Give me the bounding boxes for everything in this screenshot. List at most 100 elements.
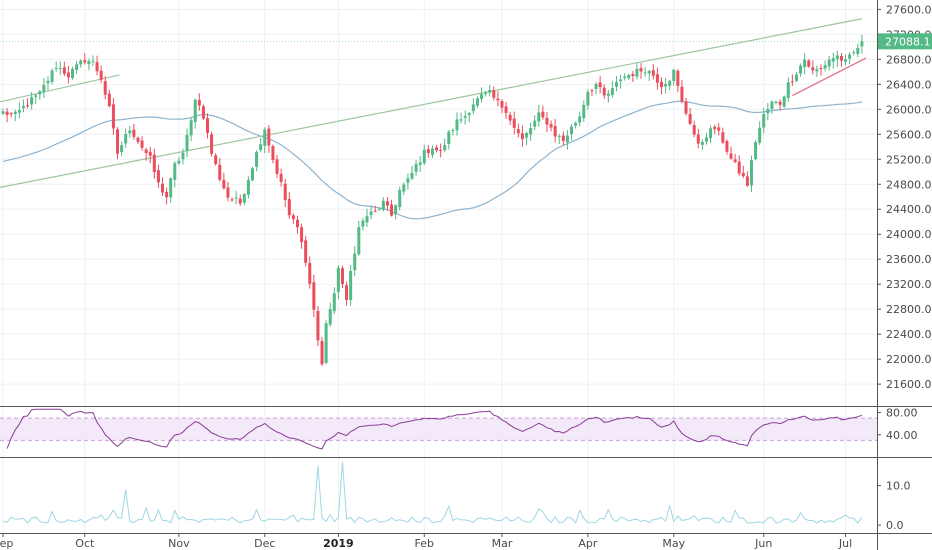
candle-body (786, 82, 790, 98)
candle-body (246, 179, 250, 195)
time-tick-label: Feb (415, 537, 434, 550)
candle-body (643, 72, 647, 74)
candle-body (402, 184, 406, 192)
candle-body (320, 341, 324, 365)
candle-body (799, 65, 803, 74)
candle-body (26, 105, 30, 107)
candle-body (316, 310, 320, 341)
candle-body (578, 116, 582, 123)
candle-body (619, 79, 623, 82)
candle-body (475, 98, 479, 106)
candle-body (852, 52, 856, 54)
candle-body (512, 118, 516, 128)
candle-body (394, 205, 398, 215)
candle-body (447, 131, 451, 144)
candle-body (709, 128, 713, 139)
candle-body (451, 130, 455, 132)
candle-body (95, 62, 99, 72)
candle-body (422, 149, 426, 164)
candle-body (50, 70, 54, 82)
candle-body (54, 67, 58, 69)
candle-body (782, 96, 786, 107)
candle-body (696, 134, 700, 144)
rsi-band (0, 418, 877, 441)
candle-body (13, 111, 17, 114)
candle-body (676, 70, 680, 86)
candle-body (156, 170, 160, 183)
candle-body (283, 183, 287, 201)
candle-body (668, 80, 672, 86)
candle-body (124, 133, 128, 144)
candle-body (774, 101, 778, 104)
candle-body (255, 151, 259, 167)
candle-body (749, 160, 753, 186)
candle-body (365, 216, 369, 223)
candle-body (471, 104, 475, 112)
price-tick-label: 25600.0 (886, 128, 932, 141)
candle-body (529, 128, 533, 135)
candle-body (148, 151, 152, 156)
candle-body (439, 150, 443, 152)
candle-body (17, 110, 21, 113)
candle-body (635, 68, 639, 77)
candle-body (87, 61, 91, 64)
time-tick-label: May (662, 537, 685, 550)
candle-body (610, 88, 614, 95)
candle-body (459, 119, 463, 121)
candle-body (631, 74, 635, 77)
candle-body (120, 145, 124, 153)
candle-body (304, 240, 308, 263)
rsi-line (6, 408, 863, 450)
candle-body (328, 309, 332, 325)
candle-body (848, 54, 852, 59)
volume-pane (2, 461, 863, 524)
candle-body (721, 132, 725, 143)
candle-body (111, 104, 115, 129)
candle-body (259, 144, 263, 151)
candle-body (291, 215, 295, 220)
candle-body (361, 220, 365, 227)
candle-body (128, 130, 132, 134)
candle-body (353, 253, 357, 271)
price-tick-label: 21600.0 (886, 378, 932, 391)
candle-body (144, 149, 148, 153)
candle-body (500, 101, 504, 108)
candle-body (496, 98, 500, 101)
candle-body (165, 191, 169, 198)
candle-body (263, 129, 267, 146)
candle-body (38, 91, 42, 95)
candle-body (590, 90, 594, 92)
price-tick-label: 26000.0 (886, 103, 932, 116)
price-tick-label: 22800.0 (886, 303, 932, 316)
candle-body (185, 134, 189, 151)
candle-body (83, 60, 87, 63)
candle-body (520, 133, 524, 140)
moving-average-line (2, 100, 863, 220)
candle-body (234, 197, 238, 199)
candle-body (733, 159, 737, 162)
candle-body (136, 137, 140, 142)
candle-body (435, 147, 439, 151)
candle-body (116, 129, 120, 154)
upper-channel-trendline (0, 74, 120, 103)
candle-body (839, 55, 843, 61)
candle-body (332, 293, 336, 312)
candle-body (30, 97, 34, 105)
candle-body (75, 64, 79, 70)
time-tick-label: Nov (168, 537, 190, 550)
candle-body (271, 146, 275, 160)
candle-body (545, 117, 549, 125)
candle-body (406, 178, 410, 183)
candle-body (390, 204, 394, 216)
candle-body (766, 109, 770, 114)
candle-body (385, 201, 389, 206)
candle-body (418, 162, 422, 165)
rsi-tick-label: 80.00 (886, 407, 918, 420)
candle-body (725, 141, 729, 152)
candle-body (300, 227, 304, 243)
candle-body (169, 178, 173, 198)
candle-body (410, 172, 414, 179)
price-tick-label: 24400.0 (886, 203, 932, 216)
volume-tick-label: 0.0 (886, 519, 904, 532)
candle-body (713, 126, 717, 130)
